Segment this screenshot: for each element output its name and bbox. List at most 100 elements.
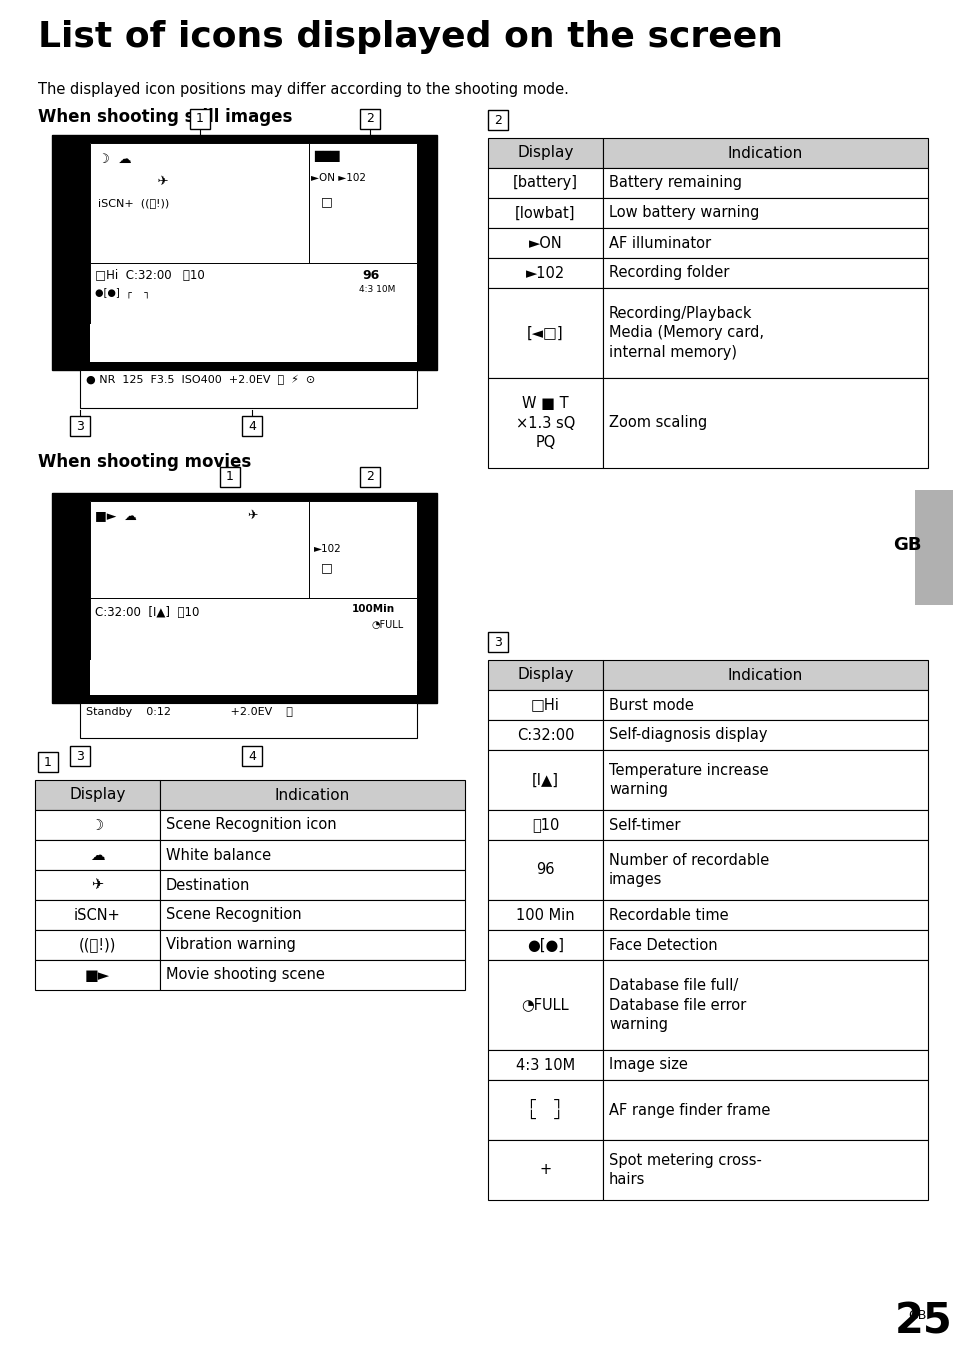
Bar [80, 370, 416, 408]
Text: 2: 2 [494, 113, 501, 126]
Bar [35, 900, 160, 929]
Bar [90, 500, 416, 695]
Text: Display: Display [517, 145, 573, 160]
Text: 96: 96 [536, 862, 554, 877]
Bar [35, 960, 160, 990]
Text: □: □ [320, 195, 333, 208]
Text: Self-diagnosis display: Self-diagnosis display [608, 728, 767, 742]
Bar [70, 746, 90, 767]
Bar [90, 324, 416, 362]
Text: ●[●]  ┌    ┐: ●[●] ┌ ┐ [95, 286, 150, 297]
Text: 2: 2 [366, 113, 374, 125]
Text: GB: GB [892, 537, 921, 554]
Bar [488, 258, 602, 288]
Bar [602, 960, 927, 1050]
Bar [602, 929, 927, 960]
Text: Display: Display [517, 667, 573, 682]
Text: AF illuminator: AF illuminator [608, 235, 710, 250]
Bar [602, 841, 927, 900]
Text: Movie shooting scene: Movie shooting scene [166, 967, 325, 982]
Text: 1: 1 [226, 471, 233, 483]
Text: Image size: Image size [608, 1057, 687, 1072]
Bar [488, 690, 602, 720]
Text: iSCN+  ((✊!)): iSCN+ ((✊!)) [98, 198, 169, 208]
Bar [90, 599, 416, 660]
Bar [488, 841, 602, 900]
Bar [602, 229, 927, 258]
Bar [160, 841, 464, 870]
Text: ◔FULL: ◔FULL [521, 998, 569, 1013]
Bar [190, 109, 210, 129]
Bar [914, 490, 953, 605]
Bar [160, 900, 464, 929]
Text: ►ON ►102: ►ON ►102 [311, 174, 366, 183]
Text: ►102: ►102 [314, 543, 341, 554]
Text: [◄□]: [◄□] [527, 325, 563, 340]
Text: 3: 3 [494, 635, 501, 648]
Text: 25: 25 [894, 1301, 952, 1344]
Text: Temperature increase
warning: Temperature increase warning [608, 763, 768, 798]
Text: 2: 2 [366, 471, 374, 483]
Bar [488, 929, 602, 960]
Text: □: □ [320, 561, 333, 574]
Bar [70, 416, 90, 436]
Bar [160, 929, 464, 960]
Bar [35, 780, 160, 810]
Text: +: + [538, 1162, 551, 1177]
Text: [I▲]: [I▲] [532, 772, 558, 788]
Text: The displayed icon positions may differ according to the shooting mode.: The displayed icon positions may differ … [38, 82, 568, 97]
Text: Recordable time: Recordable time [608, 908, 728, 923]
Bar [488, 1141, 602, 1200]
Text: Destination: Destination [166, 877, 250, 893]
Bar [488, 139, 602, 168]
Bar [416, 494, 436, 703]
Text: ((✊!)): ((✊!)) [79, 937, 116, 952]
Text: Spot metering cross-
hairs: Spot metering cross- hairs [608, 1153, 761, 1188]
Bar [160, 780, 464, 810]
Bar [488, 751, 602, 810]
Text: ⌛10: ⌛10 [531, 818, 558, 833]
Text: □Hi: □Hi [531, 698, 559, 713]
Bar [488, 720, 602, 751]
Bar [160, 870, 464, 900]
Text: White balance: White balance [166, 847, 271, 862]
Bar [242, 746, 262, 767]
Bar [52, 134, 436, 370]
Text: Vibration warning: Vibration warning [166, 937, 295, 952]
Text: Burst mode: Burst mode [608, 698, 693, 713]
Text: ███: ███ [314, 151, 339, 163]
Text: ┌    ┐
└    ┘: ┌ ┐ └ ┘ [527, 1092, 563, 1127]
Bar [52, 494, 90, 703]
Bar [602, 810, 927, 841]
Text: 4: 4 [248, 749, 255, 763]
Bar [602, 720, 927, 751]
Text: ✈: ✈ [91, 877, 104, 893]
Text: Self-timer: Self-timer [608, 818, 679, 833]
Text: 100Min: 100Min [352, 604, 395, 615]
Bar [160, 810, 464, 841]
Bar [488, 168, 602, 198]
Text: ►ON: ►ON [528, 235, 561, 250]
Text: ◔FULL: ◔FULL [372, 620, 404, 629]
Text: Indication: Indication [727, 145, 802, 160]
Text: [battery]: [battery] [513, 175, 578, 191]
Bar [52, 134, 90, 370]
Text: 1: 1 [44, 756, 51, 768]
Text: ●[●]: ●[●] [526, 937, 563, 952]
Bar [602, 139, 927, 168]
Bar [488, 1050, 602, 1080]
Text: [lowbat]: [lowbat] [515, 206, 576, 221]
Bar [488, 810, 602, 841]
Bar [602, 690, 927, 720]
Text: 4: 4 [248, 420, 255, 433]
Text: GB: GB [907, 1309, 925, 1322]
Bar [52, 494, 436, 703]
Bar [416, 134, 436, 370]
Text: ☁: ☁ [91, 847, 105, 862]
Bar [602, 258, 927, 288]
Text: Low battery warning: Low battery warning [608, 206, 759, 221]
Text: Face Detection: Face Detection [608, 937, 717, 952]
Text: AF range finder frame: AF range finder frame [608, 1103, 770, 1118]
Bar [35, 810, 160, 841]
Text: 100 Min: 100 Min [516, 908, 575, 923]
